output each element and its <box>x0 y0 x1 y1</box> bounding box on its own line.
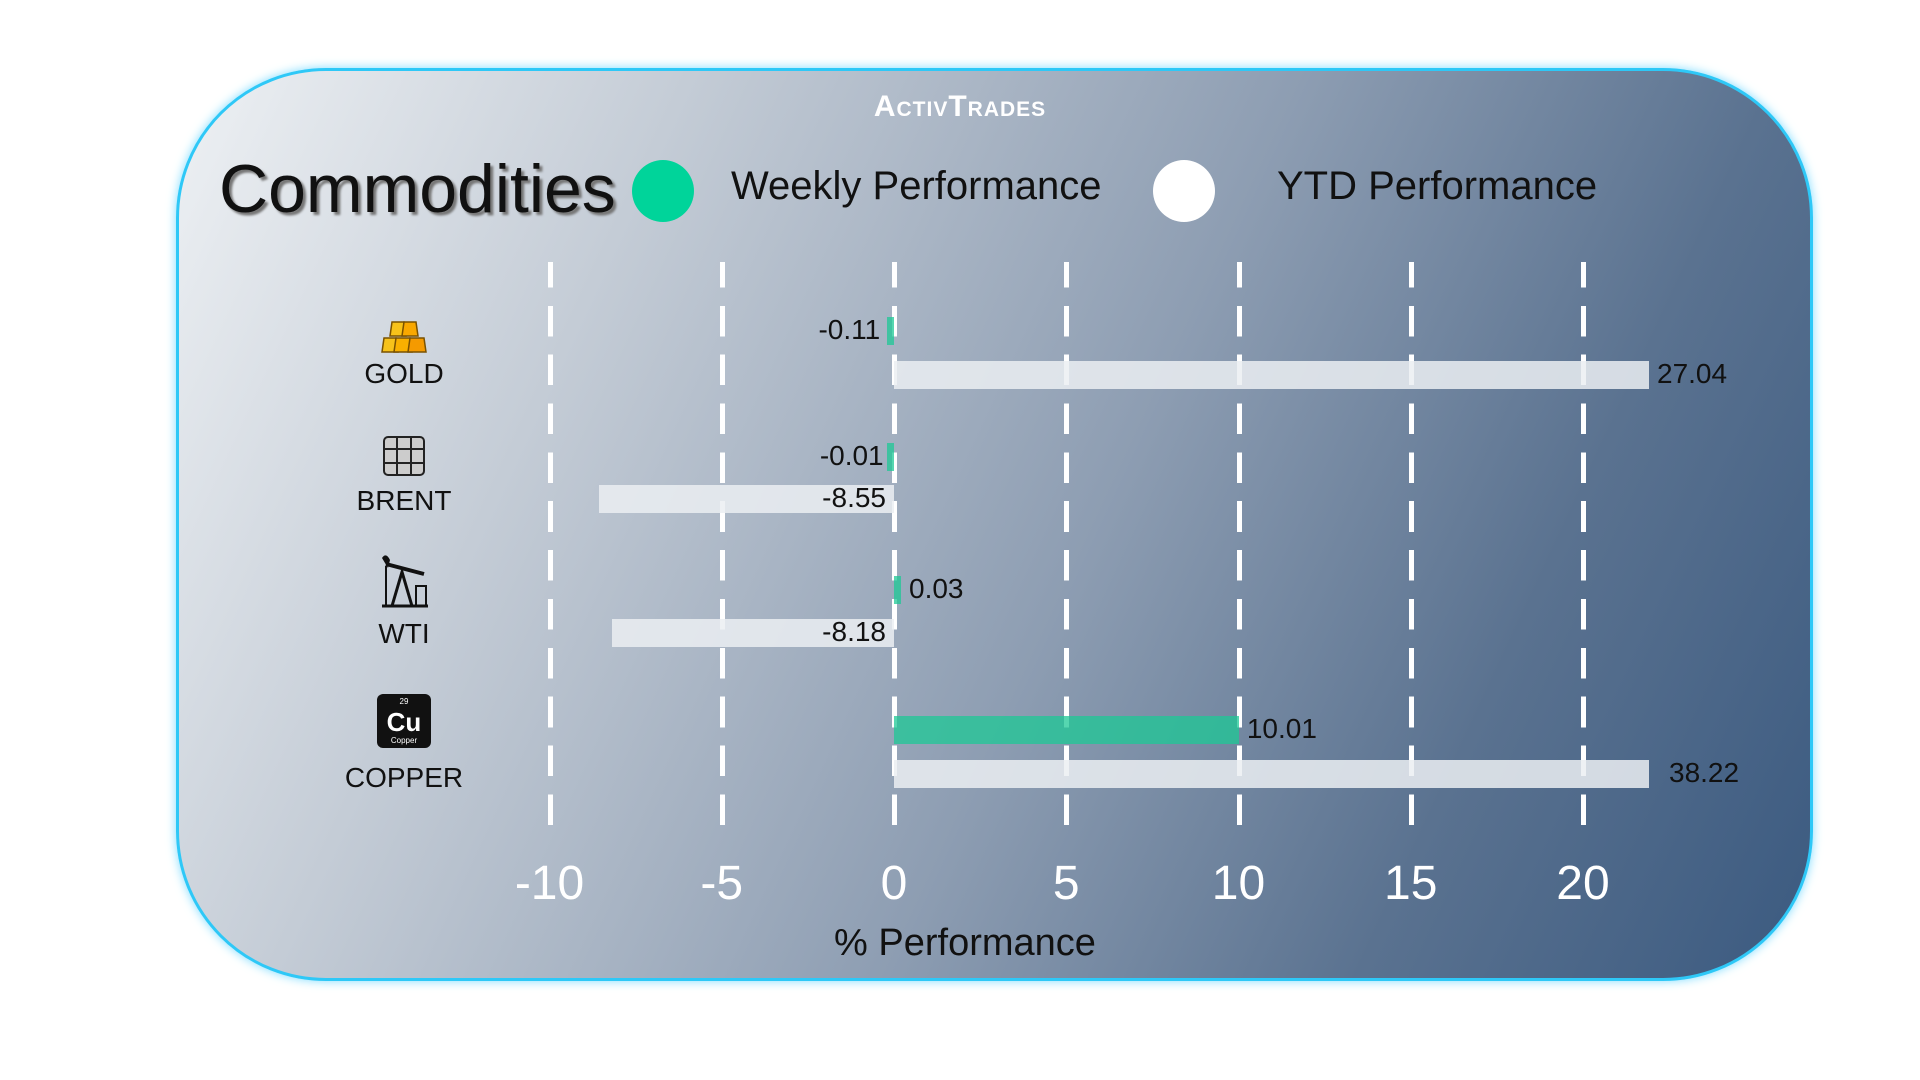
weekly-value-label: -0.11 <box>818 314 881 345</box>
x-tick-label: -5 <box>700 857 744 910</box>
svg-text:29: 29 <box>400 697 409 706</box>
x-tick-label: 0 <box>880 857 908 910</box>
weekly-value-label: -0.01 <box>819 440 884 471</box>
x-axis-label: % Performance <box>834 922 1096 964</box>
oil-barrels-icon <box>383 436 425 476</box>
oil-pumpjack-icon <box>382 555 428 608</box>
x-tick-label: 15 <box>1384 857 1438 910</box>
chart-card <box>176 68 1813 981</box>
x-tick-label: 20 <box>1556 857 1610 910</box>
x-tick-label: -10 <box>514 857 585 910</box>
ytd-bar-copper <box>894 760 1649 788</box>
x-tick-label: 5 <box>1052 857 1080 910</box>
gridline <box>719 262 725 825</box>
ytd-value-label: 38.22 <box>1669 757 1740 788</box>
weekly-bar-gold <box>887 317 894 345</box>
legend-weekly-label: Weekly Performance <box>731 164 1102 208</box>
weekly-value-label: 10.01 <box>1246 713 1317 744</box>
copper-element-icon: 29 Cu Copper <box>377 694 431 748</box>
legend-ytd-swatch <box>1153 160 1215 222</box>
weekly-bar-wti <box>894 576 901 604</box>
gridline <box>547 262 553 825</box>
gridline <box>892 262 897 825</box>
ytd-value-label: -8.55 <box>822 482 886 513</box>
gridline <box>1581 262 1586 825</box>
category-label-copper: COPPER <box>344 762 464 793</box>
gridline <box>1064 262 1070 825</box>
ytd-bar-gold <box>894 361 1649 389</box>
legend-weekly-swatch <box>632 160 694 222</box>
gridline <box>1408 262 1414 825</box>
category-label-gold: GOLD <box>364 358 444 389</box>
ytd-value-label: 27.04 <box>1657 358 1728 389</box>
weekly-bar-brent <box>887 443 894 471</box>
ytd-value-label: -8.18 <box>822 616 886 647</box>
weekly-bar-copper <box>894 716 1239 744</box>
activtrades-logo: ActivTrades <box>873 90 1047 123</box>
svg-text:Cu: Cu <box>387 707 422 737</box>
category-label-wti: WTI <box>378 618 430 649</box>
x-tick-label: 10 <box>1211 857 1266 910</box>
weekly-value-label: 0.03 <box>909 573 964 604</box>
gridline <box>1236 262 1242 825</box>
legend-ytd-label: YTD Performance <box>1277 164 1598 208</box>
ytd-bar-brent <box>599 485 894 513</box>
gold-bars-icon <box>381 321 427 353</box>
category-label-brent: BRENT <box>356 485 452 516</box>
ytd-bar-wti <box>612 619 894 647</box>
chart-title: Commodities <box>219 151 616 227</box>
svg-text:Copper: Copper <box>391 736 418 745</box>
